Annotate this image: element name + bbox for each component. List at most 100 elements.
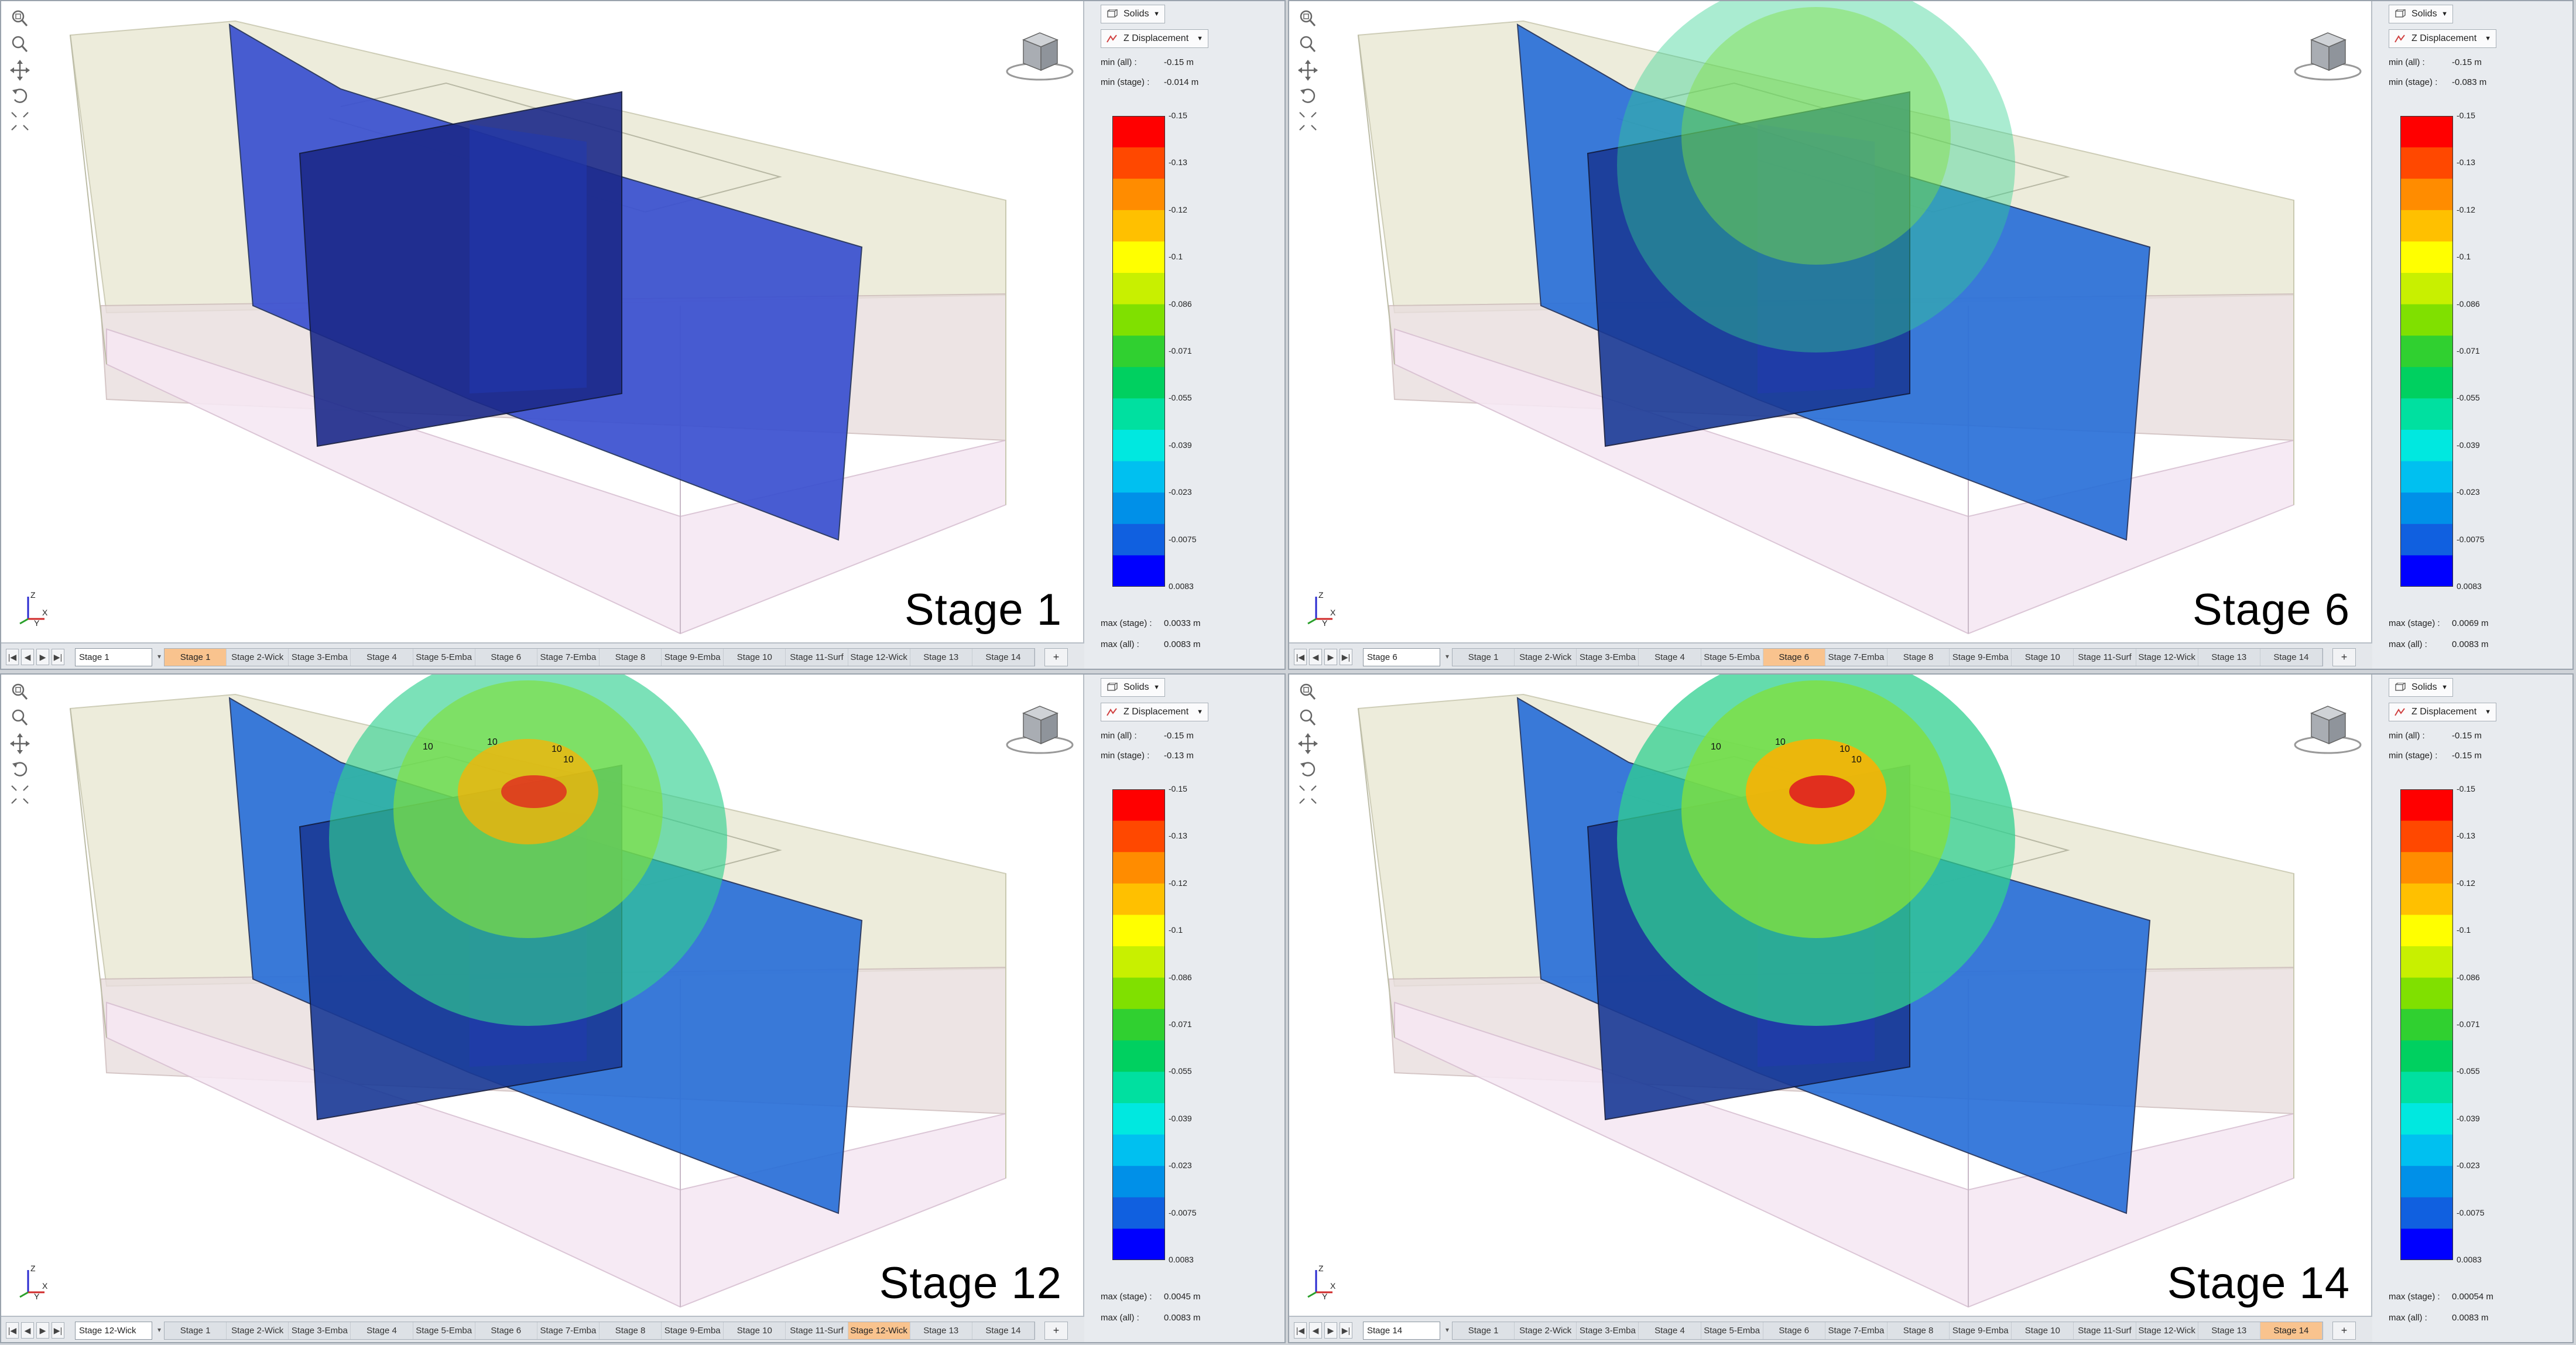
tab-stage[interactable]: Stage 13 (2198, 1322, 2260, 1339)
tab-stage[interactable]: Stage 1 (165, 1322, 227, 1339)
tab-stage[interactable]: Stage 14 (972, 1322, 1034, 1339)
tab-stage[interactable]: Stage 12-Wick (2136, 1322, 2198, 1339)
contour-type-dropdown[interactable]: Z Displacement ▼ (2389, 703, 2496, 721)
zoom-icon[interactable] (9, 706, 30, 730)
tab-stage[interactable]: Stage 5-Emba (1701, 1322, 1763, 1339)
tab-stage[interactable]: Stage 11-Surf (786, 1322, 848, 1339)
add-stage-button[interactable]: + (2332, 1322, 2356, 1340)
contour-type-dropdown[interactable]: Z Displacement ▼ (1101, 703, 1208, 721)
tab-stage[interactable]: Stage 9-Emba (1950, 649, 2012, 666)
tab-stage[interactable]: Stage 7-Emba (1825, 649, 1888, 666)
tab-stage[interactable]: Stage 11-Surf (2074, 649, 2136, 666)
first-stage-button[interactable]: |◀ (1294, 649, 1307, 665)
zoom-extents-icon[interactable] (9, 680, 30, 704)
tab-stage[interactable]: Stage 13 (910, 1322, 972, 1339)
pan-icon[interactable] (1297, 732, 1318, 755)
zoom-extents-icon[interactable] (9, 7, 30, 30)
pan-icon[interactable] (9, 732, 30, 755)
tab-stage[interactable]: Stage 6 (1763, 649, 1825, 666)
tab-stage[interactable]: Stage 6 (1763, 1322, 1825, 1339)
next-stage-button[interactable]: ▶ (36, 649, 49, 665)
contour-type-dropdown[interactable]: Z Displacement ▼ (2389, 29, 2496, 48)
next-stage-button[interactable]: ▶ (1324, 1322, 1337, 1339)
rotate-icon[interactable] (1297, 84, 1318, 108)
zoom-extents-icon[interactable] (1297, 7, 1318, 30)
add-stage-button[interactable]: + (1044, 1322, 1068, 1340)
tab-stage[interactable]: Stage 12-Wick (848, 1322, 910, 1339)
tab-stage[interactable]: Stage 1 (165, 649, 227, 666)
contour-type-dropdown[interactable]: Z Displacement ▼ (1101, 29, 1208, 48)
tab-stage[interactable]: Stage 4 (1639, 649, 1701, 666)
tab-stage[interactable]: Stage 1 (1453, 649, 1515, 666)
first-stage-button[interactable]: |◀ (1294, 1322, 1307, 1339)
zoom-icon[interactable] (9, 33, 30, 56)
view-type-dropdown[interactable]: Solids ▼ (2389, 5, 2453, 23)
tab-stage[interactable]: Stage 12-Wick (848, 649, 910, 666)
tab-stage[interactable]: Stage 6 (475, 649, 537, 666)
tab-stage[interactable]: Stage 10 (724, 649, 786, 666)
tab-stage[interactable]: Stage 7-Emba (537, 649, 600, 666)
rotate-icon[interactable] (9, 758, 30, 781)
fit-view-icon[interactable] (9, 783, 30, 807)
tab-stage[interactable]: Stage 9-Emba (662, 1322, 724, 1339)
stage-selector-dropdown-icon[interactable]: ▾ (157, 1326, 162, 1334)
last-stage-button[interactable]: ▶| (52, 649, 64, 665)
3d-viewport[interactable]: 10 10 10 10 (1, 675, 1084, 1316)
rotate-icon[interactable] (1297, 758, 1318, 781)
tab-stage[interactable]: Stage 3-Emba (1577, 1322, 1639, 1339)
tab-stage[interactable]: Stage 8 (600, 1322, 662, 1339)
3d-model-scene[interactable]: 10 10 10 10 (1289, 1, 2372, 642)
zoom-icon[interactable] (1297, 33, 1318, 56)
tab-stage[interactable]: Stage 4 (1639, 1322, 1701, 1339)
stage-selector[interactable]: Stage 6 (1363, 648, 1440, 666)
previous-stage-button[interactable]: ◀ (1309, 649, 1322, 665)
view-type-dropdown[interactable]: Solids ▼ (1101, 5, 1165, 23)
tab-stage[interactable]: Stage 7-Emba (537, 1322, 600, 1339)
tab-stage[interactable]: Stage 1 (1453, 1322, 1515, 1339)
view-cube-icon[interactable] (1003, 28, 1076, 82)
last-stage-button[interactable]: ▶| (1340, 649, 1352, 665)
3d-model-scene[interactable]: 10 10 10 10 (1, 1, 1084, 642)
tab-stage[interactable]: Stage 5-Emba (413, 1322, 475, 1339)
tab-stage[interactable]: Stage 8 (1888, 649, 1950, 666)
view-cube-icon[interactable] (2291, 701, 2364, 755)
tab-stage[interactable]: Stage 2-Wick (1515, 1322, 1577, 1339)
stage-selector[interactable]: Stage 12-Wick (75, 1322, 152, 1340)
3d-viewport[interactable]: 10 10 10 10 (1, 1, 1084, 642)
tab-stage[interactable]: Stage 5-Emba (413, 649, 475, 666)
tab-stage[interactable]: Stage 2-Wick (227, 1322, 289, 1339)
previous-stage-button[interactable]: ◀ (1309, 1322, 1322, 1339)
previous-stage-button[interactable]: ◀ (21, 649, 34, 665)
tab-stage[interactable]: Stage 2-Wick (1515, 649, 1577, 666)
tab-stage[interactable]: Stage 14 (2260, 1322, 2322, 1339)
previous-stage-button[interactable]: ◀ (21, 1322, 34, 1339)
view-cube-icon[interactable] (1003, 701, 1076, 755)
zoom-extents-icon[interactable] (1297, 680, 1318, 704)
stage-selector[interactable]: Stage 14 (1363, 1322, 1440, 1340)
stage-selector[interactable]: Stage 1 (75, 648, 152, 666)
tab-stage[interactable]: Stage 8 (1888, 1322, 1950, 1339)
fit-view-icon[interactable] (1297, 783, 1318, 807)
tab-stage[interactable]: Stage 10 (2012, 1322, 2074, 1339)
tab-stage[interactable]: Stage 12-Wick (2136, 649, 2198, 666)
tab-stage[interactable]: Stage 13 (910, 649, 972, 666)
first-stage-button[interactable]: |◀ (6, 649, 19, 665)
tab-stage[interactable]: Stage 3-Emba (1577, 649, 1639, 666)
tab-stage[interactable]: Stage 8 (600, 649, 662, 666)
tab-stage[interactable]: Stage 6 (475, 1322, 537, 1339)
stage-selector-dropdown-icon[interactable]: ▾ (1445, 1326, 1450, 1334)
add-stage-button[interactable]: + (2332, 648, 2356, 666)
next-stage-button[interactable]: ▶ (1324, 649, 1337, 665)
3d-viewport[interactable]: 10 10 10 10 (1289, 1, 2372, 642)
tab-stage[interactable]: Stage 4 (351, 649, 413, 666)
view-type-dropdown[interactable]: Solids ▼ (1101, 678, 1165, 697)
first-stage-button[interactable]: |◀ (6, 1322, 19, 1339)
tab-stage[interactable]: Stage 3-Emba (289, 649, 351, 666)
tab-stage[interactable]: Stage 10 (2012, 649, 2074, 666)
stage-selector-dropdown-icon[interactable]: ▾ (1445, 652, 1450, 660)
zoom-icon[interactable] (1297, 706, 1318, 730)
rotate-icon[interactable] (9, 84, 30, 108)
tab-stage[interactable]: Stage 10 (724, 1322, 786, 1339)
pan-icon[interactable] (1297, 59, 1318, 82)
tab-stage[interactable]: Stage 2-Wick (227, 649, 289, 666)
